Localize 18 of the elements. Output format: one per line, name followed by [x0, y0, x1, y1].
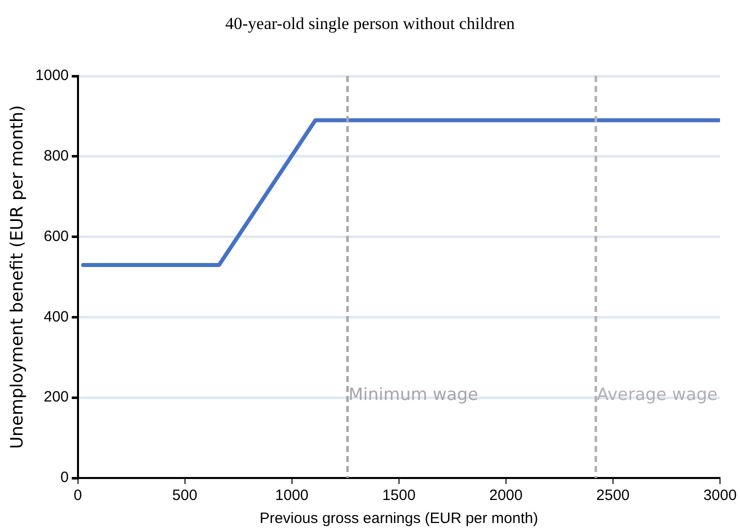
x-tick-label: 500 — [172, 487, 198, 504]
ref-line-label: Average wage — [596, 385, 718, 406]
x-axis-title: Previous gross earnings (EUR per month) — [260, 510, 538, 528]
x-tick-label: 2500 — [596, 487, 630, 504]
x-tick-label: 1000 — [275, 487, 309, 504]
x-tick-label: 2000 — [489, 487, 523, 504]
y-axis-title: Unemployment benefit (EUR per month) — [8, 105, 28, 449]
y-tick-label: 0 — [60, 469, 69, 486]
y-tick-label: 600 — [44, 228, 69, 245]
ref-line-label: Minimum wage — [348, 385, 478, 406]
x-tick-label: 0 — [74, 487, 82, 504]
y-tick-label: 200 — [44, 388, 69, 406]
chart-title: 40-year-old single person without children — [224, 14, 516, 34]
x-tick-label: 3000 — [703, 487, 737, 504]
x-tick-label: 1500 — [382, 487, 416, 504]
y-tick-label: 1000 — [35, 67, 69, 84]
y-tick-label: 400 — [44, 308, 69, 326]
y-tick-label: 800 — [44, 148, 69, 165]
